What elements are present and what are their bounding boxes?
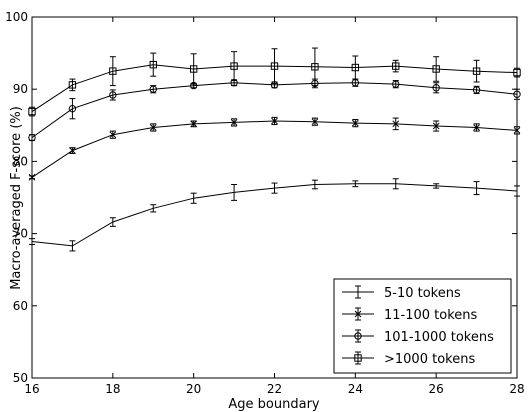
data-point (351, 119, 359, 127)
data-point (473, 124, 480, 131)
data-point (311, 63, 319, 71)
x-tick-label: 16 (24, 382, 39, 396)
data-point (513, 90, 521, 98)
series-0 (29, 178, 520, 252)
error-bar (514, 185, 520, 197)
y-tick-label: 70 (13, 227, 28, 241)
y-tick-label: 80 (13, 154, 28, 168)
data-point (190, 120, 198, 128)
data-point (432, 65, 440, 73)
y-tick-label: 50 (13, 371, 28, 385)
legend-entry: 5-10 tokens (342, 285, 461, 301)
data-point (28, 173, 36, 181)
error-bar (150, 52, 157, 77)
error-bar (69, 98, 76, 120)
legend-entry: 11-100 tokens (342, 307, 478, 323)
error-bar (473, 59, 480, 83)
error-bar (231, 51, 238, 82)
error-bar (271, 48, 278, 84)
error-bar (311, 179, 318, 190)
data-point (230, 62, 238, 70)
data-point (392, 62, 400, 70)
error-bar (473, 181, 480, 196)
data-point (432, 84, 440, 92)
error-bar (433, 56, 440, 82)
x-tick-label: 18 (105, 382, 120, 396)
error-bar (433, 183, 440, 189)
data-point (351, 63, 360, 72)
y-tick-label: 90 (13, 82, 28, 96)
error-bar (190, 192, 197, 204)
series-3 (28, 47, 521, 117)
legend-label: 5-10 tokens (384, 286, 461, 301)
data-point (271, 117, 278, 125)
legend-box (333, 278, 512, 374)
error-bar (29, 238, 35, 245)
data-point (68, 81, 77, 89)
x-tick-label: 26 (429, 382, 444, 396)
x-tick-label: 22 (267, 382, 282, 396)
series-1 (28, 116, 521, 181)
data-point (513, 127, 521, 134)
error-bar (109, 217, 116, 227)
legend-marker (354, 332, 362, 340)
data-point (28, 107, 36, 116)
legend-label: 101-1000 tokens (384, 330, 494, 345)
legend-entry: 101-1000 tokens (342, 329, 494, 345)
data-point (28, 133, 36, 142)
data-point (392, 120, 400, 128)
data-point (149, 124, 157, 131)
data-point (513, 68, 521, 77)
data-point (189, 65, 198, 73)
error-bar (190, 53, 197, 85)
data-point (109, 67, 117, 75)
error-bar (352, 180, 359, 188)
data-point (311, 118, 319, 126)
legend-marker (354, 310, 362, 318)
x-tick-label: 24 (348, 382, 363, 396)
series-2 (28, 78, 521, 142)
y-tick-label: 60 (13, 299, 28, 313)
legend-label: 11-100 tokens (384, 308, 478, 323)
y-tick-label: 100 (5, 10, 28, 24)
data-point (149, 85, 157, 93)
error-bar (392, 59, 399, 73)
data-point (432, 122, 440, 130)
error-bar (231, 184, 238, 201)
error-bar (109, 56, 116, 87)
legend-marker (354, 354, 362, 362)
data-point (230, 119, 238, 126)
legend-entry: >1000 tokens (342, 351, 475, 367)
y-axis-title: Macro-averaged F-score (%) (9, 106, 24, 290)
data-point (270, 62, 279, 70)
error-bar (352, 55, 359, 80)
x-tick-label: 28 (509, 382, 524, 396)
data-point (109, 131, 117, 139)
data-point (472, 67, 481, 75)
data-point (392, 80, 400, 88)
x-axis-title: Age boundary (228, 397, 320, 412)
error-bar (271, 182, 278, 194)
data-point (69, 147, 76, 154)
error-bar (69, 240, 76, 252)
error-bar (150, 204, 157, 213)
data-point (109, 91, 117, 99)
legend-label: >1000 tokens (384, 352, 475, 367)
error-bar (392, 178, 399, 190)
x-tick-label: 20 (186, 382, 201, 396)
data-point (68, 104, 77, 113)
data-point (149, 60, 157, 69)
error-bar (311, 47, 318, 87)
error-bar (69, 78, 76, 92)
data-point (472, 86, 481, 94)
